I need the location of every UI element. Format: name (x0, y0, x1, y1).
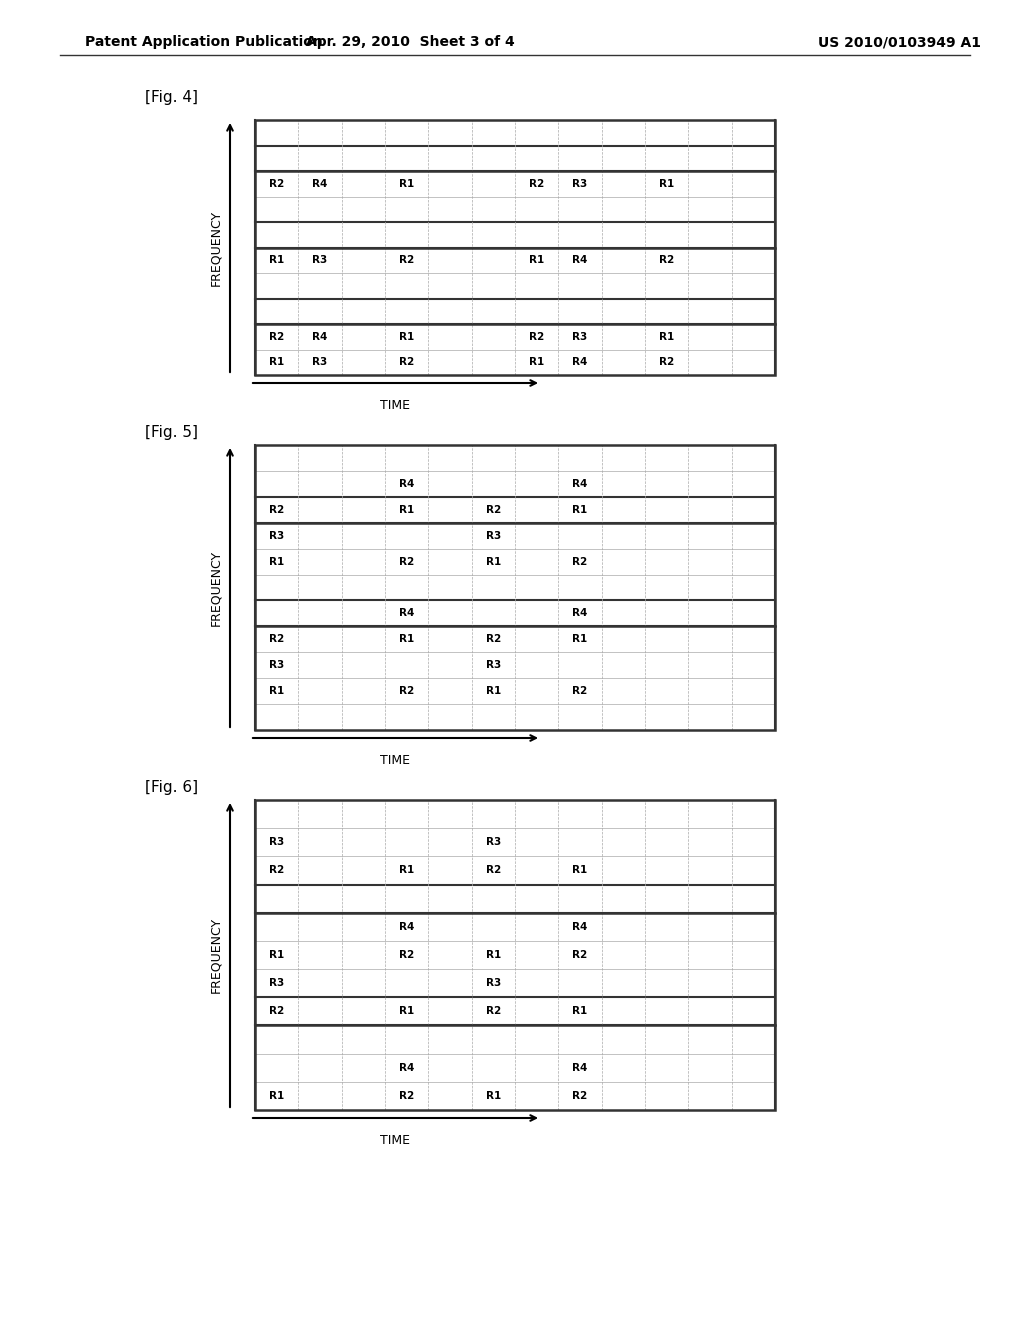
Text: TIME: TIME (381, 399, 411, 412)
Text: R2: R2 (399, 950, 415, 960)
Text: R2: R2 (399, 358, 415, 367)
Text: R3: R3 (269, 531, 285, 541)
Text: R4: R4 (572, 358, 588, 367)
Text: R1: R1 (659, 178, 674, 189)
Text: R2: R2 (399, 1090, 415, 1101)
Text: R1: R1 (269, 557, 285, 566)
Text: R4: R4 (572, 1063, 588, 1073)
Text: R2: R2 (485, 504, 501, 515)
Text: R1: R1 (529, 255, 545, 265)
Text: R4: R4 (312, 331, 328, 342)
Text: R1: R1 (269, 255, 285, 265)
Text: R3: R3 (269, 837, 285, 847)
Text: R1: R1 (659, 331, 674, 342)
Text: R4: R4 (399, 609, 415, 618)
Text: R4: R4 (312, 178, 328, 189)
Text: R1: R1 (485, 557, 501, 566)
Text: [Fig. 4]: [Fig. 4] (145, 90, 198, 106)
Text: R3: R3 (485, 837, 501, 847)
Text: R2: R2 (485, 866, 501, 875)
Text: R4: R4 (399, 921, 415, 932)
Text: Apr. 29, 2010  Sheet 3 of 4: Apr. 29, 2010 Sheet 3 of 4 (305, 36, 514, 49)
Text: R2: R2 (572, 557, 588, 566)
Bar (255, 800, 775, 1110)
Text: R1: R1 (269, 1090, 285, 1101)
Text: R4: R4 (572, 479, 588, 488)
Text: R2: R2 (269, 331, 285, 342)
Text: R3: R3 (312, 358, 328, 367)
Text: TIME: TIME (381, 754, 411, 767)
Text: R3: R3 (485, 660, 501, 671)
Text: [Fig. 6]: [Fig. 6] (145, 780, 198, 795)
Text: Patent Application Publication: Patent Application Publication (85, 36, 323, 49)
Text: R2: R2 (659, 255, 674, 265)
Text: R4: R4 (572, 921, 588, 932)
Text: R4: R4 (572, 255, 588, 265)
Text: R2: R2 (572, 1090, 588, 1101)
Text: US 2010/0103949 A1: US 2010/0103949 A1 (818, 36, 981, 49)
Text: R2: R2 (529, 178, 545, 189)
Text: R1: R1 (269, 686, 285, 696)
Text: R2: R2 (269, 866, 285, 875)
Text: R3: R3 (269, 978, 285, 989)
Text: R1: R1 (399, 635, 415, 644)
Text: R1: R1 (572, 635, 588, 644)
Text: R3: R3 (572, 331, 588, 342)
Text: R4: R4 (399, 479, 415, 488)
Text: FREQUENCY: FREQUENCY (210, 549, 222, 626)
Text: R4: R4 (572, 609, 588, 618)
Text: R2: R2 (269, 1006, 285, 1016)
Text: R1: R1 (269, 358, 285, 367)
Text: R4: R4 (399, 1063, 415, 1073)
Text: FREQUENCY: FREQUENCY (210, 917, 222, 993)
Text: R2: R2 (399, 255, 415, 265)
Bar (255, 445, 775, 730)
Text: R1: R1 (269, 950, 285, 960)
Text: R1: R1 (485, 1090, 501, 1101)
Text: R1: R1 (399, 178, 415, 189)
Text: R2: R2 (485, 1006, 501, 1016)
Text: R1: R1 (485, 950, 501, 960)
Text: R3: R3 (485, 531, 501, 541)
Text: TIME: TIME (381, 1134, 411, 1147)
Text: R1: R1 (572, 504, 588, 515)
Text: R2: R2 (399, 557, 415, 566)
Text: R3: R3 (269, 660, 285, 671)
Text: R2: R2 (269, 178, 285, 189)
Text: R2: R2 (572, 950, 588, 960)
Text: [Fig. 5]: [Fig. 5] (145, 425, 198, 440)
Text: R2: R2 (659, 358, 674, 367)
Text: R3: R3 (485, 978, 501, 989)
Text: R1: R1 (399, 504, 415, 515)
Bar (255, 120, 775, 375)
Text: FREQUENCY: FREQUENCY (210, 210, 222, 285)
Text: R1: R1 (572, 1006, 588, 1016)
Text: R2: R2 (399, 686, 415, 696)
Text: R2: R2 (269, 504, 285, 515)
Text: R2: R2 (529, 331, 545, 342)
Text: R2: R2 (485, 635, 501, 644)
Bar (255, 800, 775, 1110)
Text: R1: R1 (399, 331, 415, 342)
Text: R3: R3 (312, 255, 328, 265)
Text: R1: R1 (529, 358, 545, 367)
Bar (255, 120, 775, 375)
Bar (255, 445, 775, 730)
Text: R1: R1 (485, 686, 501, 696)
Text: R1: R1 (399, 1006, 415, 1016)
Text: R3: R3 (572, 178, 588, 189)
Text: R1: R1 (572, 866, 588, 875)
Text: R2: R2 (572, 686, 588, 696)
Text: R1: R1 (399, 866, 415, 875)
Text: R2: R2 (269, 635, 285, 644)
